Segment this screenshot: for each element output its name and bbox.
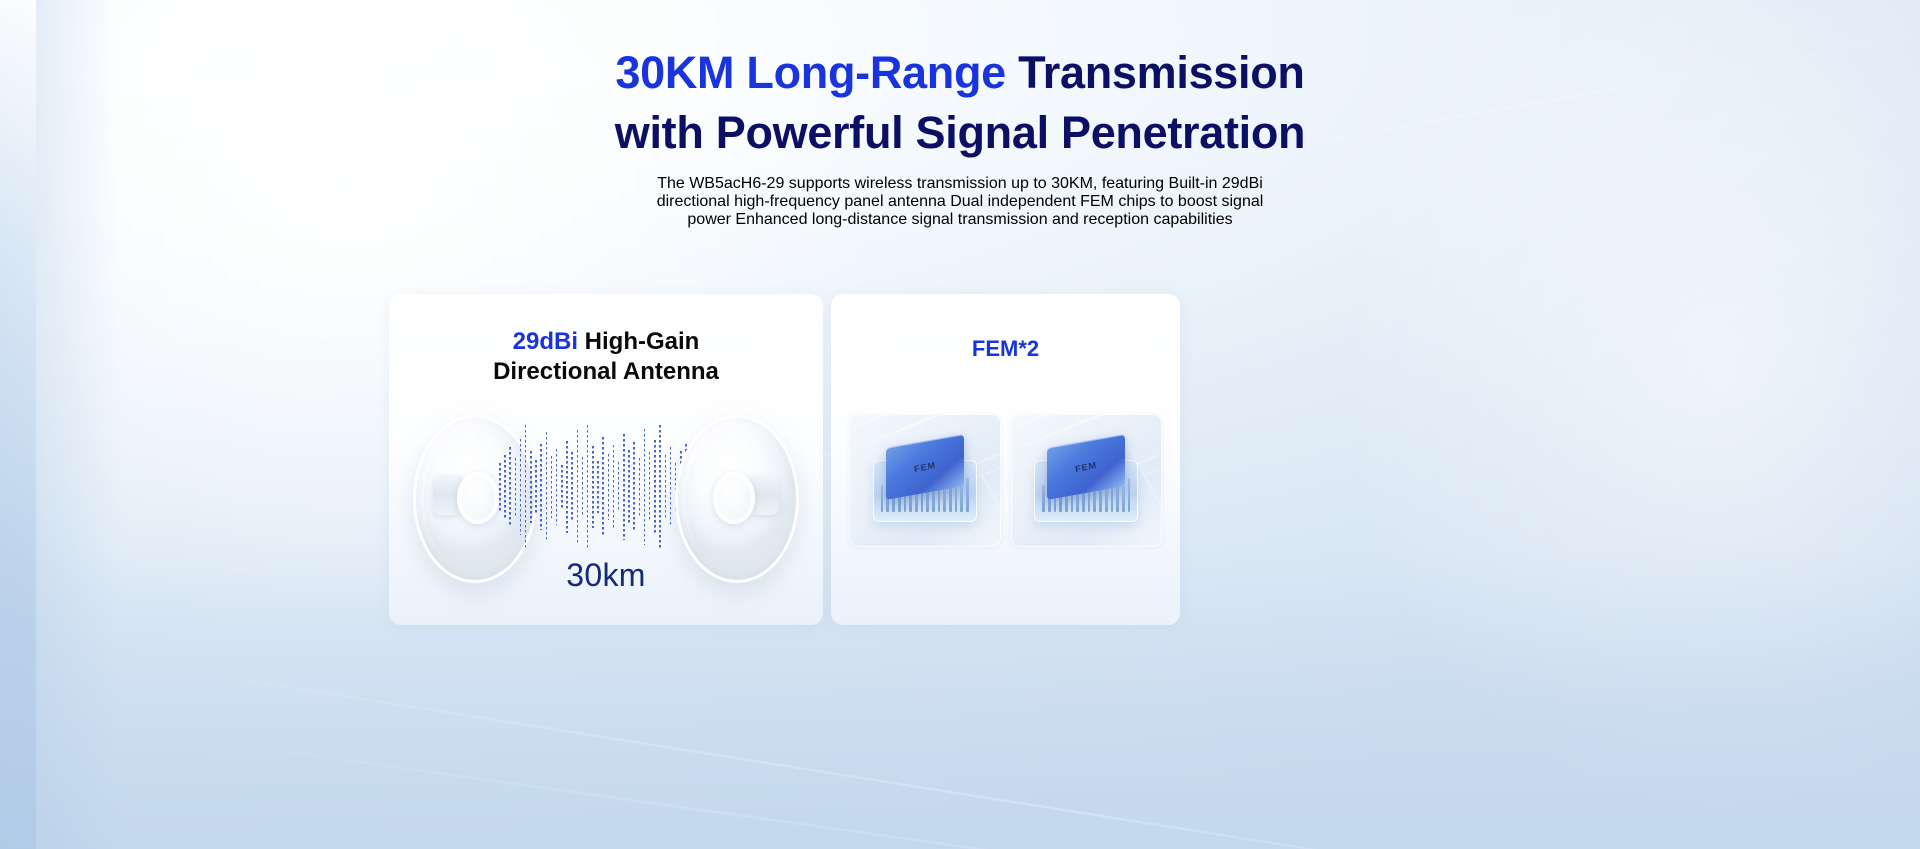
fem-chip-label: FEM [913,459,937,475]
headline-accent-text: 30KM Long-Range [615,47,1006,98]
distance-label: 30km [566,557,646,593]
fem-chip-label: FEM [1074,459,1098,475]
fem-chip-illustration: FEM FEM [849,414,1162,547]
antenna-title-line-1: 29dBi High-Gain [513,328,700,355]
dish-antenna-left-icon [413,415,537,583]
description-line-3: power Enhanced long-distance signal tran… [687,210,1233,228]
hero-header: 30KM Long-Range Transmission with Powerf… [0,0,1920,229]
headline-line-1: 30KM Long-Range Transmission [0,43,1920,103]
antenna-illustration: 30km [389,397,823,607]
page-title: 30KM Long-Range Transmission with Powerf… [0,0,1920,163]
signal-waveform-icon [499,425,713,549]
dish-antenna-right-icon [675,415,799,583]
description-line-1: The WB5acH6-29 supports wireless transmi… [657,174,1263,192]
feature-card-antenna[interactable]: 29dBi High-Gain Directional Antenna [389,294,823,625]
antenna-title-accent: 29dBi [512,328,579,355]
description-line-2: directional high-frequency panel antenna… [656,192,1264,210]
feature-cards-row: 29dBi High-Gain Directional Antenna [389,294,1180,625]
fem-chip-panel-2: FEM [1010,414,1162,547]
fem-chip-panel-1: FEM [849,414,1001,547]
background-left-strip [0,0,36,849]
headline-plain-text: Transmission [1005,47,1305,98]
antenna-card-title: 29dBi High-Gain Directional Antenna [389,294,823,387]
fem-card-title: FEM*2 [971,336,1040,361]
antenna-title-line-2: Directional Antenna [493,358,719,385]
headline-line-2: with Powerful Signal Penetration [614,106,1306,158]
feature-card-fem[interactable]: FEM*2 FEM [831,294,1180,625]
antenna-title-rest: High-Gain [578,328,700,355]
